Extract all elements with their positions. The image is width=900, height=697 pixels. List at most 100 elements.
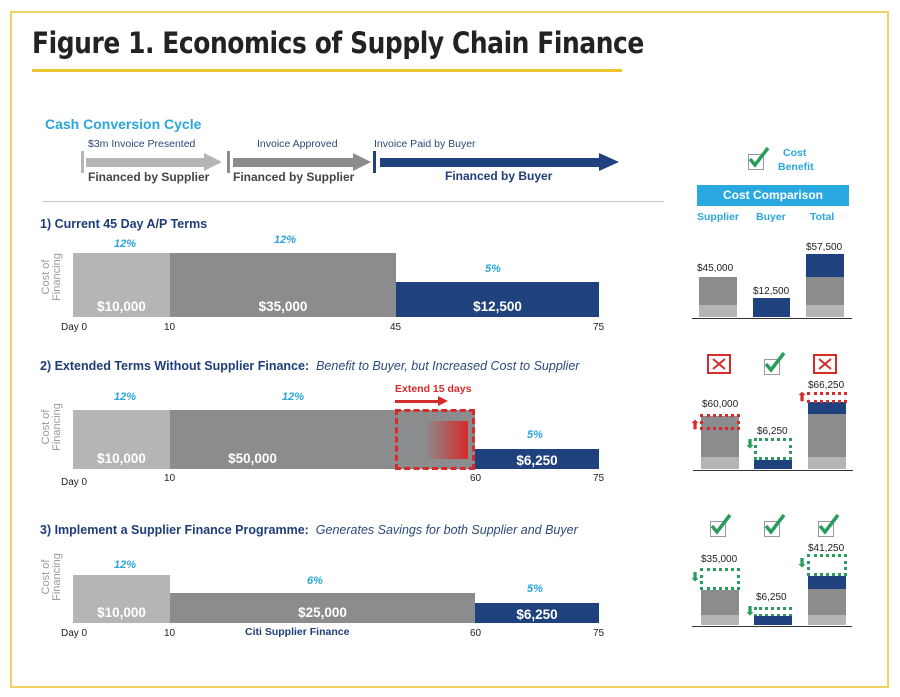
buyer-cost: $6,250 bbox=[756, 592, 787, 603]
bar-segment-60-75: $6,250 bbox=[475, 603, 599, 623]
rate-label: 12% bbox=[114, 391, 137, 403]
extend-arrow-shaft bbox=[395, 400, 439, 403]
y-axis-label: Cost of Financing bbox=[40, 403, 63, 451]
cross-icon bbox=[707, 354, 731, 374]
x-tick: 10 bbox=[164, 628, 176, 639]
x-tick: Day 0 bbox=[61, 477, 88, 488]
rate-label: 5% bbox=[485, 263, 501, 275]
x-tick: Day 0 bbox=[61, 628, 88, 639]
bar-segment-60-75: $6,250 bbox=[475, 449, 599, 469]
ccc-title: Cash Conversion Cycle bbox=[45, 116, 202, 132]
financed-by-label-2: Financed by Supplier bbox=[233, 170, 355, 184]
buyer-cost: $12,500 bbox=[753, 286, 790, 297]
total-bar-mid bbox=[808, 589, 846, 615]
supplier-bar-mid bbox=[699, 277, 737, 305]
supplier-bar-mid bbox=[701, 590, 739, 615]
scenario-1-title: 1) Current 45 Day A/P Terms bbox=[40, 217, 208, 231]
bar-segment-10-60: $25,000 bbox=[170, 593, 475, 623]
stage-tick-1 bbox=[81, 151, 84, 173]
stage-label-invoice-approved: Invoice Approved bbox=[257, 138, 338, 150]
supplier-cost: $45,000 bbox=[697, 263, 734, 274]
arrow-shaft-2 bbox=[233, 158, 353, 167]
arrow-right-icon bbox=[204, 153, 222, 171]
rate-label: 12% bbox=[114, 559, 137, 571]
check-icon bbox=[764, 513, 786, 537]
column-total: Total bbox=[810, 211, 835, 223]
arrow-shaft-1 bbox=[86, 158, 204, 167]
extend-annotation: Extend 15 days bbox=[395, 383, 472, 395]
arrow-down-icon: ⬇ bbox=[745, 437, 756, 451]
stage-tick-2 bbox=[227, 151, 230, 173]
arrow-down-icon: ⬇ bbox=[690, 570, 701, 584]
cost-comparison-header: Cost Comparison bbox=[697, 185, 849, 206]
figure-title: Figure 1. Economics of Supply Chain Fina… bbox=[32, 26, 644, 60]
scenario-2-title: 2) Extended Terms Without Supplier Finan… bbox=[40, 359, 580, 373]
buyer-bar bbox=[754, 616, 792, 625]
supplier-cost: $35,000 bbox=[701, 554, 738, 565]
increase-box bbox=[807, 392, 847, 403]
check-icon bbox=[818, 513, 840, 537]
stage-label-invoice-paid: Invoice Paid by Buyer bbox=[374, 138, 476, 150]
decrease-box bbox=[700, 568, 740, 590]
figure-frame bbox=[10, 11, 889, 688]
decrease-box bbox=[754, 438, 792, 460]
total-cost: $41,250 bbox=[808, 543, 845, 554]
supplier-bar-light bbox=[699, 305, 737, 317]
bar-segment-10-45: $35,000 bbox=[170, 253, 396, 317]
stage-tick-3 bbox=[373, 151, 376, 173]
scenario-3-title: 3) Implement a Supplier Finance Programm… bbox=[40, 523, 578, 537]
arrow-shaft-3 bbox=[380, 158, 600, 167]
supplier-bar-light bbox=[701, 457, 739, 469]
supplier-cost: $60,000 bbox=[702, 399, 739, 410]
baseline bbox=[692, 626, 852, 627]
baseline bbox=[692, 318, 852, 319]
x-tick: 75 bbox=[593, 322, 605, 333]
title-underline bbox=[32, 69, 622, 72]
rate-label: 12% bbox=[274, 234, 297, 246]
bar-segment-10-60: $50,000 bbox=[170, 410, 475, 469]
program-label: Citi Supplier Finance bbox=[245, 626, 350, 638]
rate-label: 6% bbox=[307, 575, 323, 587]
x-tick: 60 bbox=[470, 473, 482, 484]
x-tick: 60 bbox=[470, 628, 482, 639]
column-supplier: Supplier bbox=[697, 211, 740, 223]
decrease-box bbox=[807, 554, 847, 576]
buyer-cost: $6,250 bbox=[757, 426, 788, 437]
decrease-box bbox=[754, 607, 792, 617]
extension-highlight bbox=[425, 421, 468, 459]
x-tick: 45 bbox=[390, 322, 402, 333]
total-bar-mid bbox=[808, 414, 846, 457]
supplier-bar-light bbox=[701, 615, 739, 625]
check-icon bbox=[710, 513, 732, 537]
divider bbox=[42, 201, 664, 202]
buyer-bar bbox=[754, 460, 792, 469]
check-icon bbox=[764, 351, 786, 375]
supplier-bar-mid bbox=[701, 416, 739, 457]
financed-by-label-1: Financed by Supplier bbox=[88, 170, 210, 184]
column-buyer: Buyer bbox=[756, 211, 786, 223]
extension-box bbox=[395, 409, 475, 470]
x-tick: 10 bbox=[164, 322, 176, 333]
financed-by-label-3: Financed by Buyer bbox=[445, 169, 553, 183]
total-bar-navy bbox=[808, 576, 846, 589]
arrow-right-icon bbox=[438, 396, 448, 406]
arrow-down-icon: ⬇ bbox=[797, 556, 808, 570]
increase-box bbox=[700, 414, 740, 430]
bar-segment-45-75: $12,500 bbox=[396, 282, 599, 317]
y-axis-label: Cost of Financing bbox=[40, 553, 63, 601]
x-tick: 10 bbox=[164, 473, 176, 484]
total-bar-mid bbox=[806, 277, 844, 305]
rate-label: 5% bbox=[527, 583, 543, 595]
arrow-right-icon bbox=[353, 153, 371, 171]
rate-label: 5% bbox=[527, 429, 543, 441]
buyer-bar bbox=[753, 298, 790, 317]
total-bar-navy bbox=[806, 254, 844, 277]
x-tick: 75 bbox=[593, 473, 605, 484]
bar-segment-0-10: $10,000 bbox=[73, 575, 170, 623]
x-tick: 75 bbox=[593, 628, 605, 639]
baseline bbox=[693, 470, 853, 471]
arrow-up-icon: ⬆ bbox=[690, 418, 701, 432]
stage-label-invoice-presented: $3m Invoice Presented bbox=[88, 138, 196, 150]
cross-icon bbox=[813, 354, 837, 374]
total-cost: $66,250 bbox=[808, 380, 845, 391]
